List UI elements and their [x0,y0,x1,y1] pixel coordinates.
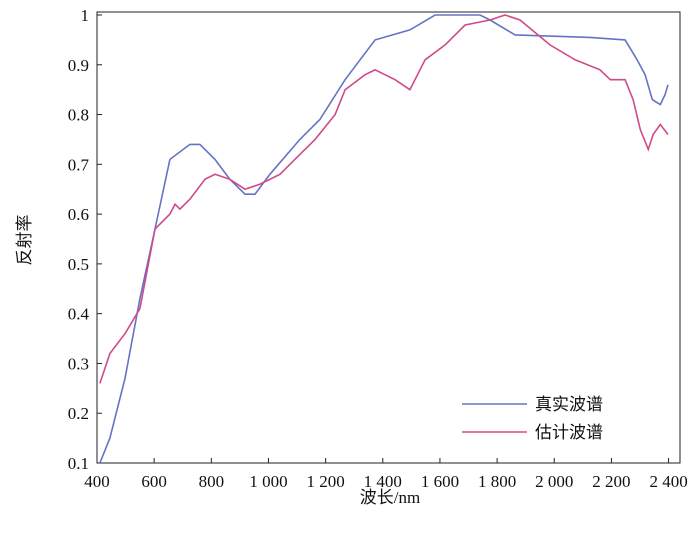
x-tick-label: 1 000 [249,472,287,491]
legend-label: 估计波谱 [535,423,603,442]
x-tick-label: 2 200 [592,472,630,491]
y-tick-label: 0.6 [68,205,89,224]
x-tick-label: 2 000 [535,472,573,491]
y-tick-label: 0.3 [68,354,89,373]
series-line [99,14,669,464]
x-tick-label: 1 400 [364,472,402,491]
y-tick-label: 1 [81,6,90,25]
y-tick-label: 0.4 [68,305,90,324]
x-tick-label: 1 200 [307,472,345,491]
x-tick-label: 800 [199,472,225,491]
y-tick-label: 0.2 [68,404,89,423]
x-tick-label: 400 [84,472,110,491]
y-tick-label: 0.1 [68,454,89,473]
x-tick-label: 600 [141,472,167,491]
x-tick-label: 2 400 [649,472,687,491]
x-axis-label: 波长/nm [360,488,420,507]
y-tick-label: 0.7 [68,155,90,174]
y-axis-label: 反射率 [15,215,34,266]
x-tick-label: 1 600 [421,472,459,491]
plot-frame [96,11,681,464]
y-tick-label: 0.8 [68,106,89,125]
y-tick-label: 0.5 [68,255,89,274]
y-tick-label: 0.9 [68,56,89,75]
series-line [99,14,669,384]
x-tick-label: 1 800 [478,472,516,491]
legend-label: 真实波谱 [535,395,603,414]
